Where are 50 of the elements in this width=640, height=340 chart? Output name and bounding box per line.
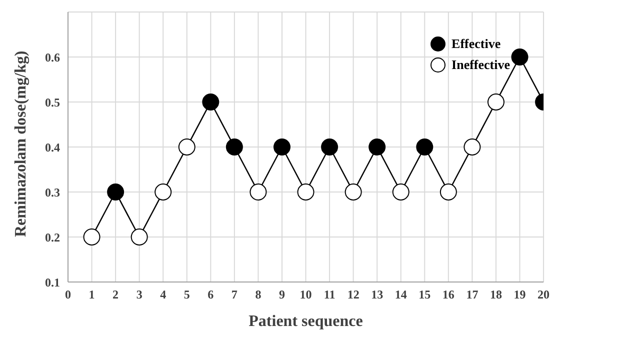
x-axis-title: Patient sequence (248, 313, 363, 330)
x-tick-label: 14 (394, 288, 407, 302)
y-tick-label: 0.4 (45, 140, 60, 154)
point (392, 184, 410, 200)
point (344, 184, 362, 200)
x-tick-label: 19 (514, 288, 526, 302)
point (250, 184, 267, 200)
legend-label: Ineffective (452, 57, 510, 73)
x-tick-label: 17 (466, 288, 478, 302)
x-tick-label: 3 (136, 288, 142, 302)
point (297, 184, 314, 200)
y-tick-label: 0.5 (45, 95, 60, 110)
x-tick-label: 16 (442, 288, 454, 302)
x-tick-label: 0 (65, 288, 71, 302)
point (464, 138, 481, 156)
x-tick-label: 2 (112, 288, 119, 302)
x-tick-label: 15 (418, 288, 431, 302)
point (416, 138, 434, 156)
point (511, 48, 528, 66)
y-tick-label: 0.2 (45, 230, 60, 244)
x-tick-label: 1 (88, 288, 95, 302)
y-axis-title: Remimazolam dose(mg/kg) (12, 50, 30, 237)
x-tick-label: 7 (231, 288, 238, 302)
legend-label: Effective (452, 36, 501, 52)
y-tick-label: 0.3 (45, 185, 60, 200)
point (130, 228, 148, 246)
y-tick-label: 0.6 (45, 50, 60, 64)
point (178, 138, 196, 156)
x-tick-label: 20 (538, 288, 550, 302)
point (202, 94, 220, 110)
x-tick-label: 6 (208, 288, 214, 302)
point (226, 138, 243, 156)
x-tick-label: 13 (371, 288, 384, 302)
x-tick-label: 11 (324, 288, 336, 302)
point (368, 138, 386, 156)
y-tick-label: 0.1 (45, 275, 60, 290)
x-tick-label: 8 (255, 288, 262, 302)
point (321, 138, 338, 156)
x-tick-label: 18 (490, 288, 502, 302)
x-tick-label: 4 (160, 288, 166, 302)
x-tick-label: 5 (184, 288, 190, 302)
point (273, 138, 290, 156)
point (154, 184, 172, 200)
point (440, 184, 457, 200)
x-tick-label: 9 (278, 288, 285, 302)
point (487, 94, 504, 110)
x-tick-label: 10 (300, 288, 312, 302)
point (83, 228, 100, 246)
x-tick-label: 12 (347, 288, 360, 302)
point (107, 184, 124, 200)
